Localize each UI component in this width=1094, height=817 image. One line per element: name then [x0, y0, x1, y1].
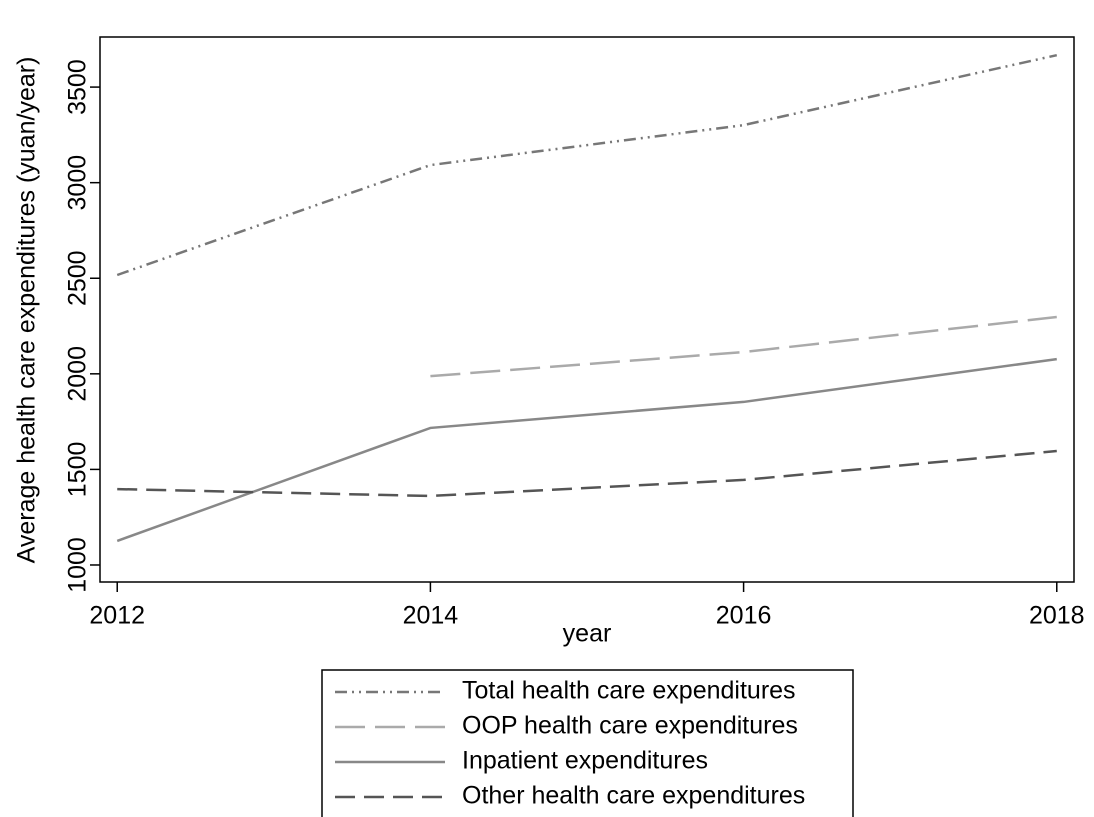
legend-label: Total health care expenditures [462, 677, 796, 705]
legend-label: Other health care expenditures [462, 782, 805, 810]
legend-label: Inpatient expenditures [462, 747, 708, 775]
y-tick-label: 3000 [64, 155, 92, 211]
series-line [117, 449, 1057, 498]
x-tick-label: 2016 [716, 602, 772, 630]
x-tick-label: 2014 [403, 602, 459, 630]
y-tick-label: 2000 [64, 346, 92, 402]
y-axis-label: Average health care expenditures (yuan/y… [13, 57, 41, 564]
plot-frame [99, 36, 1075, 583]
legend-box [321, 669, 854, 817]
y-tick-label: 1000 [64, 537, 92, 593]
y-tick-label: 1500 [64, 442, 92, 498]
x-axis-label: year [563, 620, 612, 648]
series-line [116, 53, 1058, 277]
series-line [430, 315, 1057, 378]
y-tick-label: 3500 [64, 59, 92, 115]
x-tick-label: 2012 [89, 602, 145, 630]
y-tick-label: 2500 [64, 250, 92, 306]
series-line [116, 357, 1057, 543]
x-tick-label: 2018 [1029, 602, 1085, 630]
legend-label: OOP health care expenditures [462, 712, 798, 740]
